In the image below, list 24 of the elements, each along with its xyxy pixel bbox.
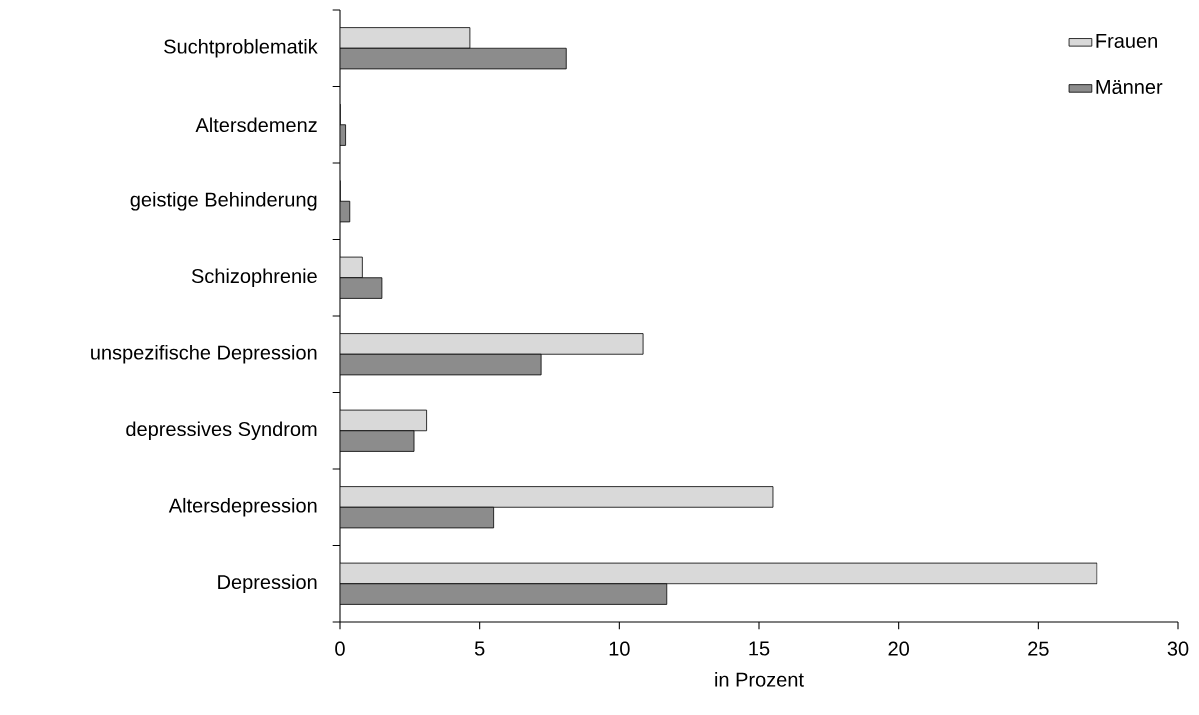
bar [340, 277, 383, 299]
x-tick-label: 5 [474, 641, 485, 656]
y-tick-label: Suchtproblematik [164, 38, 318, 58]
y-tick-label: unspezifische Depression [91, 344, 317, 364]
bar [340, 506, 495, 529]
y-tick-label: Schizophrenie [191, 268, 317, 288]
x-tick-label: 15 [749, 641, 770, 656]
x-tick-label: 25 [1028, 641, 1049, 656]
x-tick-label: 20 [888, 641, 909, 656]
bar [340, 430, 415, 452]
x-tick-label: 30 [1167, 641, 1189, 656]
bar [340, 353, 542, 376]
y-tick-label: Depression [218, 574, 317, 594]
y-tick-label: Altersdepression [168, 497, 317, 517]
x-tick-label: 10 [609, 641, 630, 656]
y-tick-label: depressives Syndrom [126, 421, 317, 441]
legend-label: Männer [1096, 80, 1163, 94]
y-tick-label: Altersdemenz [195, 117, 317, 133]
legend-label: Frauen [1096, 33, 1157, 48]
y-tick-label: geistige Behinderung [130, 191, 317, 211]
x-axis-title: in Prozent [715, 672, 804, 687]
x-tick-label: 0 [335, 641, 345, 656]
bar [340, 583, 668, 605]
bar [340, 47, 567, 70]
